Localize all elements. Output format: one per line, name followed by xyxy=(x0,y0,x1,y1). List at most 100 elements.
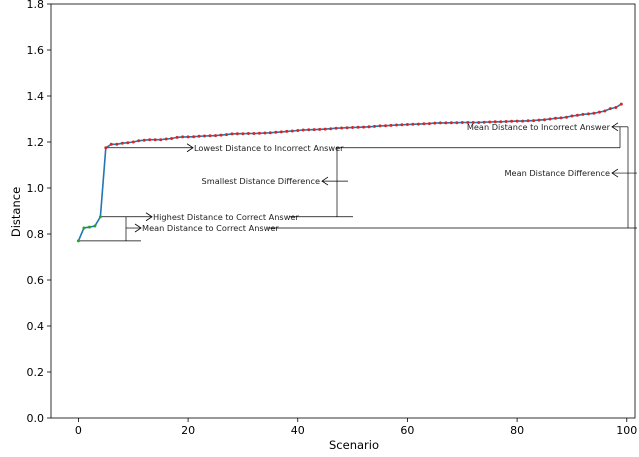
incorrect-point xyxy=(515,119,519,123)
incorrect-point xyxy=(570,114,574,118)
incorrect-point xyxy=(323,127,327,131)
incorrect-point xyxy=(499,120,503,124)
incorrect-point xyxy=(186,135,190,139)
incorrect-point xyxy=(400,123,404,127)
incorrect-point xyxy=(559,116,563,120)
incorrect-point xyxy=(225,133,228,137)
incorrect-point xyxy=(203,134,206,138)
y-tick-label: 0.4 xyxy=(27,320,45,333)
incorrect-point xyxy=(142,138,146,142)
incorrect-point xyxy=(115,142,119,146)
incorrect-point xyxy=(466,121,470,124)
incorrect-point xyxy=(581,112,585,116)
incorrect-point xyxy=(137,139,141,143)
y-tick-label: 1.2 xyxy=(27,136,45,149)
incorrect-point xyxy=(362,125,366,129)
x-axis-label: Scenario xyxy=(329,438,379,452)
incorrect-point xyxy=(159,138,163,142)
incorrect-point xyxy=(301,128,305,132)
x-tick-label: 40 xyxy=(291,424,305,437)
incorrect-point xyxy=(181,135,185,139)
incorrect-point xyxy=(148,138,152,142)
incorrect-point xyxy=(477,121,481,124)
y-tick-label: 0.0 xyxy=(27,412,45,425)
correct-point xyxy=(82,226,86,230)
incorrect-point xyxy=(565,115,568,119)
x-tick-label: 100 xyxy=(616,424,637,437)
incorrect-point xyxy=(318,127,322,131)
incorrect-point xyxy=(504,120,508,123)
x-tick-label: 80 xyxy=(510,424,524,437)
mean-correct-label: Mean Distance to Correct Answer xyxy=(142,223,279,233)
incorrect-point xyxy=(329,127,333,131)
incorrect-point xyxy=(597,110,601,114)
incorrect-point xyxy=(586,112,590,116)
incorrect-point xyxy=(351,126,355,129)
smallest-difference-arrowhead xyxy=(321,176,329,186)
incorrect-point xyxy=(537,118,541,122)
incorrect-point xyxy=(340,126,344,130)
incorrect-point xyxy=(175,135,179,139)
y-tick-label: 0.8 xyxy=(27,228,45,241)
incorrect-point xyxy=(510,119,514,123)
incorrect-point xyxy=(411,122,415,126)
incorrect-point xyxy=(395,123,398,127)
y-tick-label: 1.4 xyxy=(27,90,45,103)
incorrect-point xyxy=(619,102,623,106)
incorrect-point xyxy=(433,121,437,125)
incorrect-point xyxy=(460,121,464,124)
highest-correct-label: Highest Distance to Correct Answer xyxy=(153,212,299,222)
incorrect-point xyxy=(427,122,431,126)
incorrect-point xyxy=(307,128,311,132)
incorrect-point xyxy=(274,130,278,134)
y-axis-ticks: 0.0 0.2 0.4 0.6 0.8 1.0 1.2 1.4 1.6 1.8 xyxy=(27,0,51,425)
incorrect-point xyxy=(532,119,536,123)
incorrect-point xyxy=(230,132,234,136)
incorrect-point xyxy=(493,120,497,124)
series-layer xyxy=(76,102,623,243)
mean-incorrect-arrowhead xyxy=(611,122,619,132)
incorrect-point xyxy=(384,124,387,128)
incorrect-point xyxy=(526,119,530,123)
mean-difference-label: Mean Distance Difference xyxy=(504,168,610,178)
incorrect-point xyxy=(257,131,261,135)
y-tick-label: 1.8 xyxy=(27,0,45,11)
incorrect-point xyxy=(548,117,552,121)
x-tick-label: 60 xyxy=(400,424,414,437)
incorrect-point xyxy=(603,109,607,113)
incorrect-point xyxy=(197,134,201,138)
incorrect-point xyxy=(214,134,217,138)
incorrect-point xyxy=(312,128,316,132)
incorrect-point xyxy=(235,132,239,136)
x-tick-label: 0 xyxy=(75,424,82,437)
y-tick-label: 0.6 xyxy=(27,274,45,287)
mean-incorrect-label: Mean Distance to Incorrect Answer xyxy=(467,122,611,132)
incorrect-point xyxy=(575,113,579,117)
incorrect-point xyxy=(290,129,294,133)
mean-correct-arrowhead xyxy=(134,223,142,233)
y-tick-label: 1.0 xyxy=(27,182,45,195)
incorrect-point xyxy=(488,120,492,124)
correct-point xyxy=(93,224,97,228)
incorrect-point xyxy=(521,119,525,123)
plot-area xyxy=(50,3,636,419)
incorrect-point xyxy=(246,132,250,135)
smallest-difference-label: Smallest Distance Difference xyxy=(202,176,320,186)
incorrect-point xyxy=(455,121,459,125)
x-tick-label: 20 xyxy=(181,424,195,437)
correct-point xyxy=(98,215,102,219)
incorrect-point xyxy=(126,141,130,145)
incorrect-point xyxy=(345,126,349,130)
correct-point xyxy=(76,239,80,243)
incorrect-point xyxy=(131,140,135,144)
incorrect-point xyxy=(296,129,300,132)
highest-correct-arrowhead xyxy=(145,212,153,222)
incorrect-point xyxy=(104,146,108,150)
series-line xyxy=(77,103,622,242)
incorrect-point xyxy=(389,123,393,127)
incorrect-point xyxy=(285,129,289,133)
incorrect-point xyxy=(444,121,448,125)
y-tick-label: 1.6 xyxy=(27,44,45,57)
lowest-incorrect-arrowhead xyxy=(186,143,194,153)
